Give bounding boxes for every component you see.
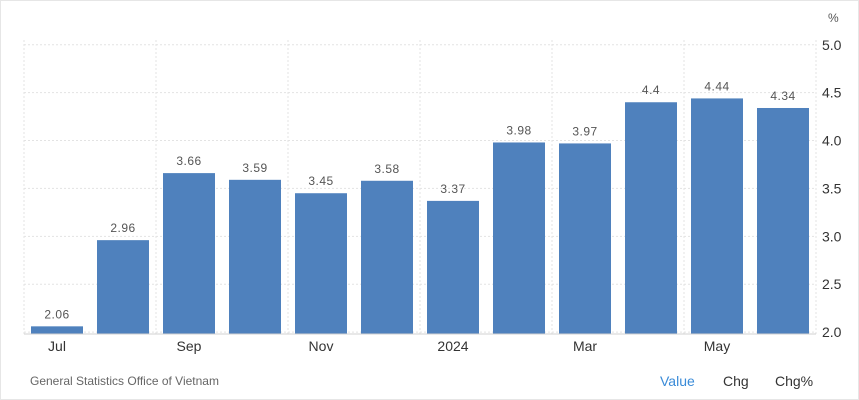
data-label: 2.06 (44, 307, 69, 321)
tab-chg-percent[interactable]: Chg% (775, 373, 814, 389)
data-label: 3.37 (440, 182, 465, 196)
y-tick-label: 4.0 (822, 133, 842, 149)
x-tick-label: Sep (177, 338, 202, 354)
x-tick-label: Jul (48, 338, 66, 354)
bar (295, 193, 347, 334)
data-label: 2.96 (110, 221, 135, 235)
bar (559, 143, 611, 334)
x-tick-label: May (704, 338, 730, 354)
bar (361, 180, 413, 334)
x-tick-label: Mar (573, 338, 597, 354)
x-tick-label: 2024 (437, 338, 468, 354)
bar (427, 200, 479, 334)
bar (493, 142, 545, 334)
data-label: 3.97 (572, 124, 597, 138)
data-label: 4.34 (770, 89, 795, 103)
data-label: 4.4 (642, 83, 660, 97)
data-label: 3.58 (374, 162, 399, 176)
source-label: General Statistics Office of Vietnam (30, 374, 219, 388)
data-label: 3.66 (176, 154, 201, 168)
bar (691, 98, 743, 335)
bar (757, 107, 809, 334)
y-tick-label: 3.0 (822, 228, 842, 244)
data-label: 3.98 (506, 123, 531, 137)
tab-chg[interactable]: Chg (723, 373, 749, 389)
y-tick-label: 2.5 (822, 276, 842, 292)
data-label: 3.59 (242, 161, 267, 175)
bar (625, 102, 677, 334)
bar (163, 173, 215, 334)
tab-value[interactable]: Value (660, 373, 695, 389)
bar (97, 240, 149, 334)
x-tick-label: Nov (309, 338, 334, 354)
bar (31, 326, 83, 334)
y-tick-label: 3.5 (822, 180, 842, 196)
y-tick-label: 2.0 (822, 324, 842, 340)
data-label: 3.45 (308, 174, 333, 188)
y-tick-label: 4.5 (822, 85, 842, 101)
y-axis-unit: % (828, 11, 839, 25)
data-label: 4.44 (704, 79, 729, 93)
y-tick-label: 5.0 (822, 37, 842, 53)
view-tabs: Value Chg Chg% (0, 373, 859, 393)
bar (229, 179, 281, 334)
